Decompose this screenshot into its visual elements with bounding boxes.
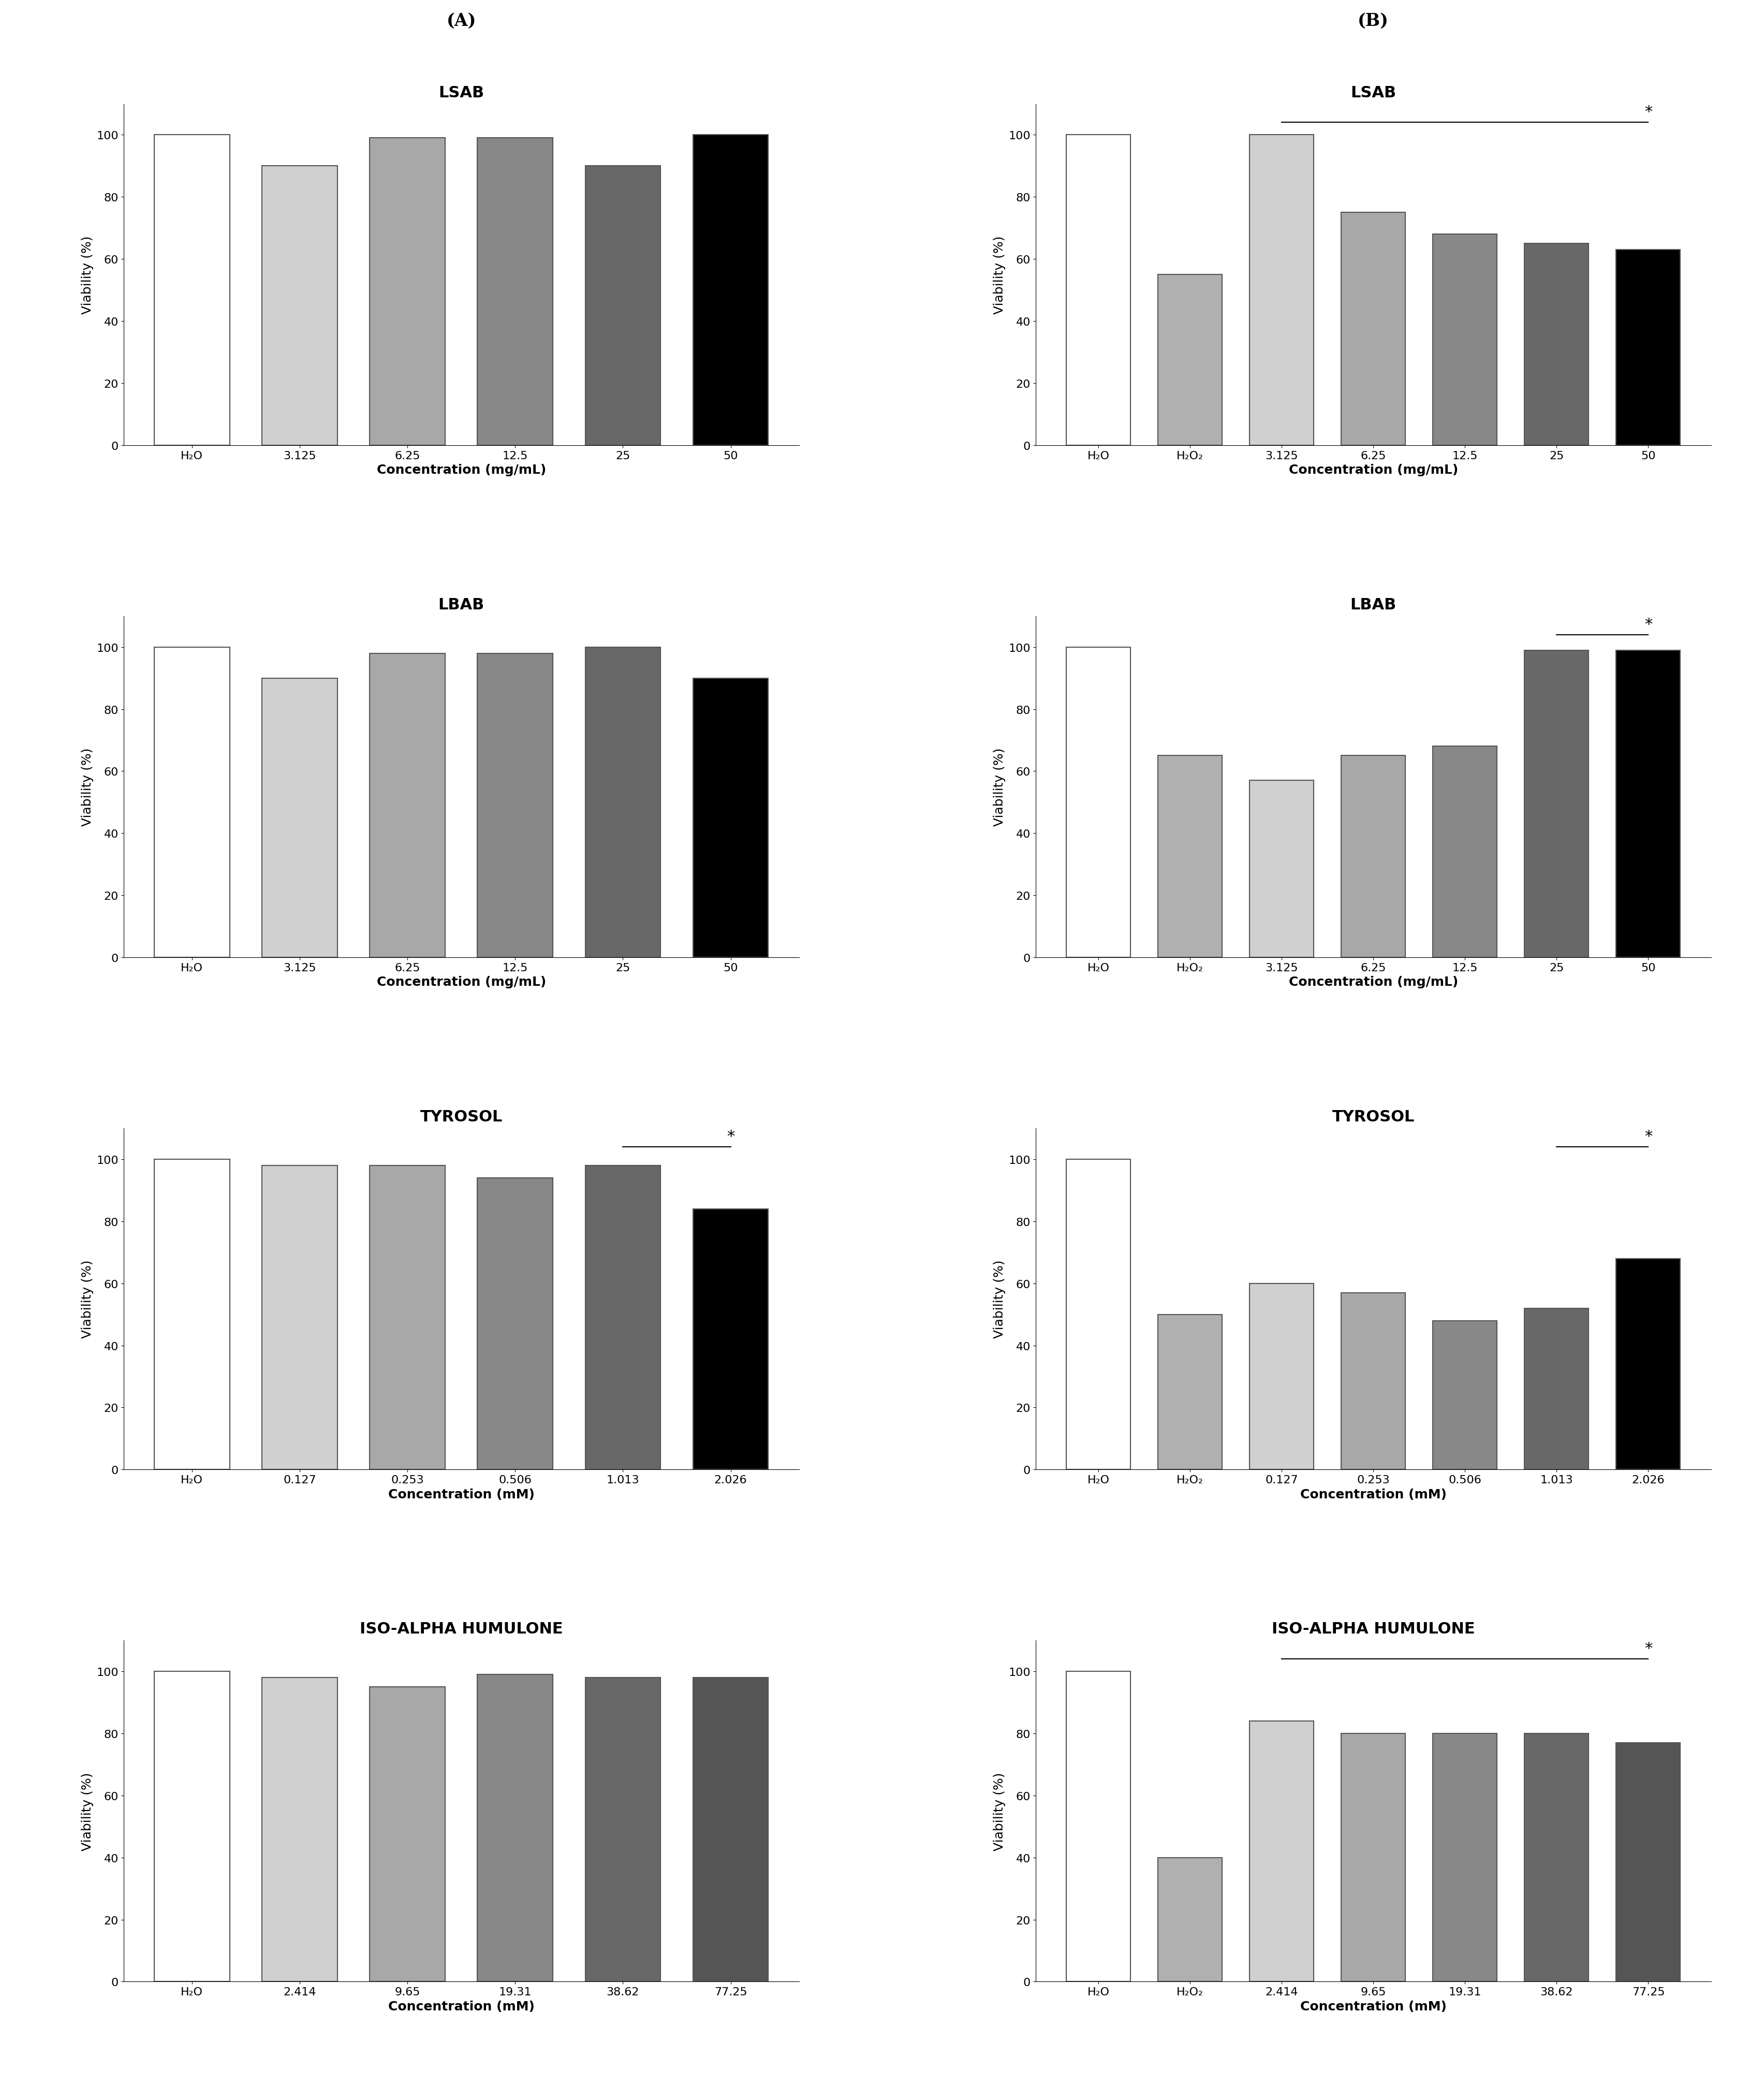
Bar (1341, 213, 1406, 446)
Bar (1157, 1857, 1222, 1982)
Bar (1616, 1742, 1681, 1982)
Bar (1065, 1671, 1131, 1982)
Y-axis label: Viability (%): Viability (%) (993, 236, 1005, 315)
Bar (1616, 651, 1681, 957)
Y-axis label: Viability (%): Viability (%) (993, 1260, 1005, 1339)
Title: LBAB: LBAB (1349, 597, 1397, 611)
Bar (693, 1210, 769, 1471)
Bar (153, 1671, 229, 1982)
Bar (370, 1166, 445, 1471)
Bar (586, 167, 660, 446)
Bar (1432, 234, 1498, 446)
Title: TYROSOL: TYROSOL (1332, 1110, 1415, 1124)
X-axis label: Concentration (mM): Concentration (mM) (388, 1487, 534, 1500)
Bar (1249, 1283, 1314, 1471)
Bar (1249, 1721, 1314, 1982)
Title: LSAB: LSAB (1351, 86, 1395, 100)
Bar (261, 1166, 337, 1471)
Bar (261, 1677, 337, 1982)
Bar (1524, 1733, 1589, 1982)
Bar (586, 1166, 660, 1471)
X-axis label: Concentration (mg/mL): Concentration (mg/mL) (376, 976, 547, 989)
Y-axis label: Viability (%): Viability (%) (993, 747, 1005, 826)
Text: *: * (1644, 1642, 1653, 1656)
Bar (478, 138, 552, 446)
Bar (1341, 1733, 1406, 1982)
Title: TYROSOL: TYROSOL (420, 1110, 503, 1124)
Bar (478, 1179, 552, 1471)
Bar (478, 1675, 552, 1982)
Title: LSAB: LSAB (439, 86, 483, 100)
Bar (1249, 136, 1314, 446)
Bar (1524, 244, 1589, 446)
Title: ISO-ALPHA HUMULONE: ISO-ALPHA HUMULONE (1272, 1621, 1475, 1635)
Bar (478, 653, 552, 957)
Bar (1249, 780, 1314, 957)
Bar (586, 647, 660, 957)
Y-axis label: Viability (%): Viability (%) (81, 1260, 93, 1339)
Bar (1432, 1320, 1498, 1471)
Y-axis label: Viability (%): Viability (%) (81, 236, 93, 315)
Bar (1341, 1293, 1406, 1471)
X-axis label: Concentration (mM): Concentration (mM) (388, 2000, 534, 2013)
Title: ISO-ALPHA HUMULONE: ISO-ALPHA HUMULONE (360, 1621, 563, 1635)
Bar (586, 1677, 660, 1982)
X-axis label: Concentration (mg/mL): Concentration (mg/mL) (1288, 976, 1459, 989)
Bar (370, 138, 445, 446)
X-axis label: Concentration (mM): Concentration (mM) (1300, 1487, 1446, 1500)
Title: LBAB: LBAB (437, 597, 485, 611)
Bar (1432, 747, 1498, 957)
Bar (153, 1160, 229, 1471)
Text: *: * (1644, 1129, 1653, 1143)
Text: *: * (727, 1129, 734, 1143)
Bar (1524, 651, 1589, 957)
X-axis label: Concentration (mg/mL): Concentration (mg/mL) (376, 463, 547, 476)
Bar (1065, 647, 1131, 957)
Bar (1157, 275, 1222, 446)
Bar (1432, 1733, 1498, 1982)
Text: *: * (1644, 617, 1653, 632)
Text: *: * (1644, 104, 1653, 119)
Bar (261, 167, 337, 446)
Text: (B): (B) (1358, 13, 1388, 29)
Bar (153, 647, 229, 957)
Text: (A): (A) (446, 13, 476, 29)
Bar (1616, 1258, 1681, 1471)
Bar (370, 653, 445, 957)
Bar (1524, 1308, 1589, 1471)
Bar (693, 1677, 769, 1982)
Bar (1341, 755, 1406, 957)
Y-axis label: Viability (%): Viability (%) (81, 747, 93, 826)
X-axis label: Concentration (mg/mL): Concentration (mg/mL) (1288, 463, 1459, 476)
Bar (153, 136, 229, 446)
Y-axis label: Viability (%): Viability (%) (993, 1771, 1005, 1850)
Bar (1065, 136, 1131, 446)
Bar (1157, 1314, 1222, 1471)
Bar (693, 136, 769, 446)
Bar (1616, 250, 1681, 446)
Bar (1157, 755, 1222, 957)
X-axis label: Concentration (mM): Concentration (mM) (1300, 2000, 1446, 2013)
Y-axis label: Viability (%): Viability (%) (81, 1771, 93, 1850)
Bar (370, 1688, 445, 1982)
Bar (693, 678, 769, 957)
Bar (1065, 1160, 1131, 1471)
Bar (261, 678, 337, 957)
